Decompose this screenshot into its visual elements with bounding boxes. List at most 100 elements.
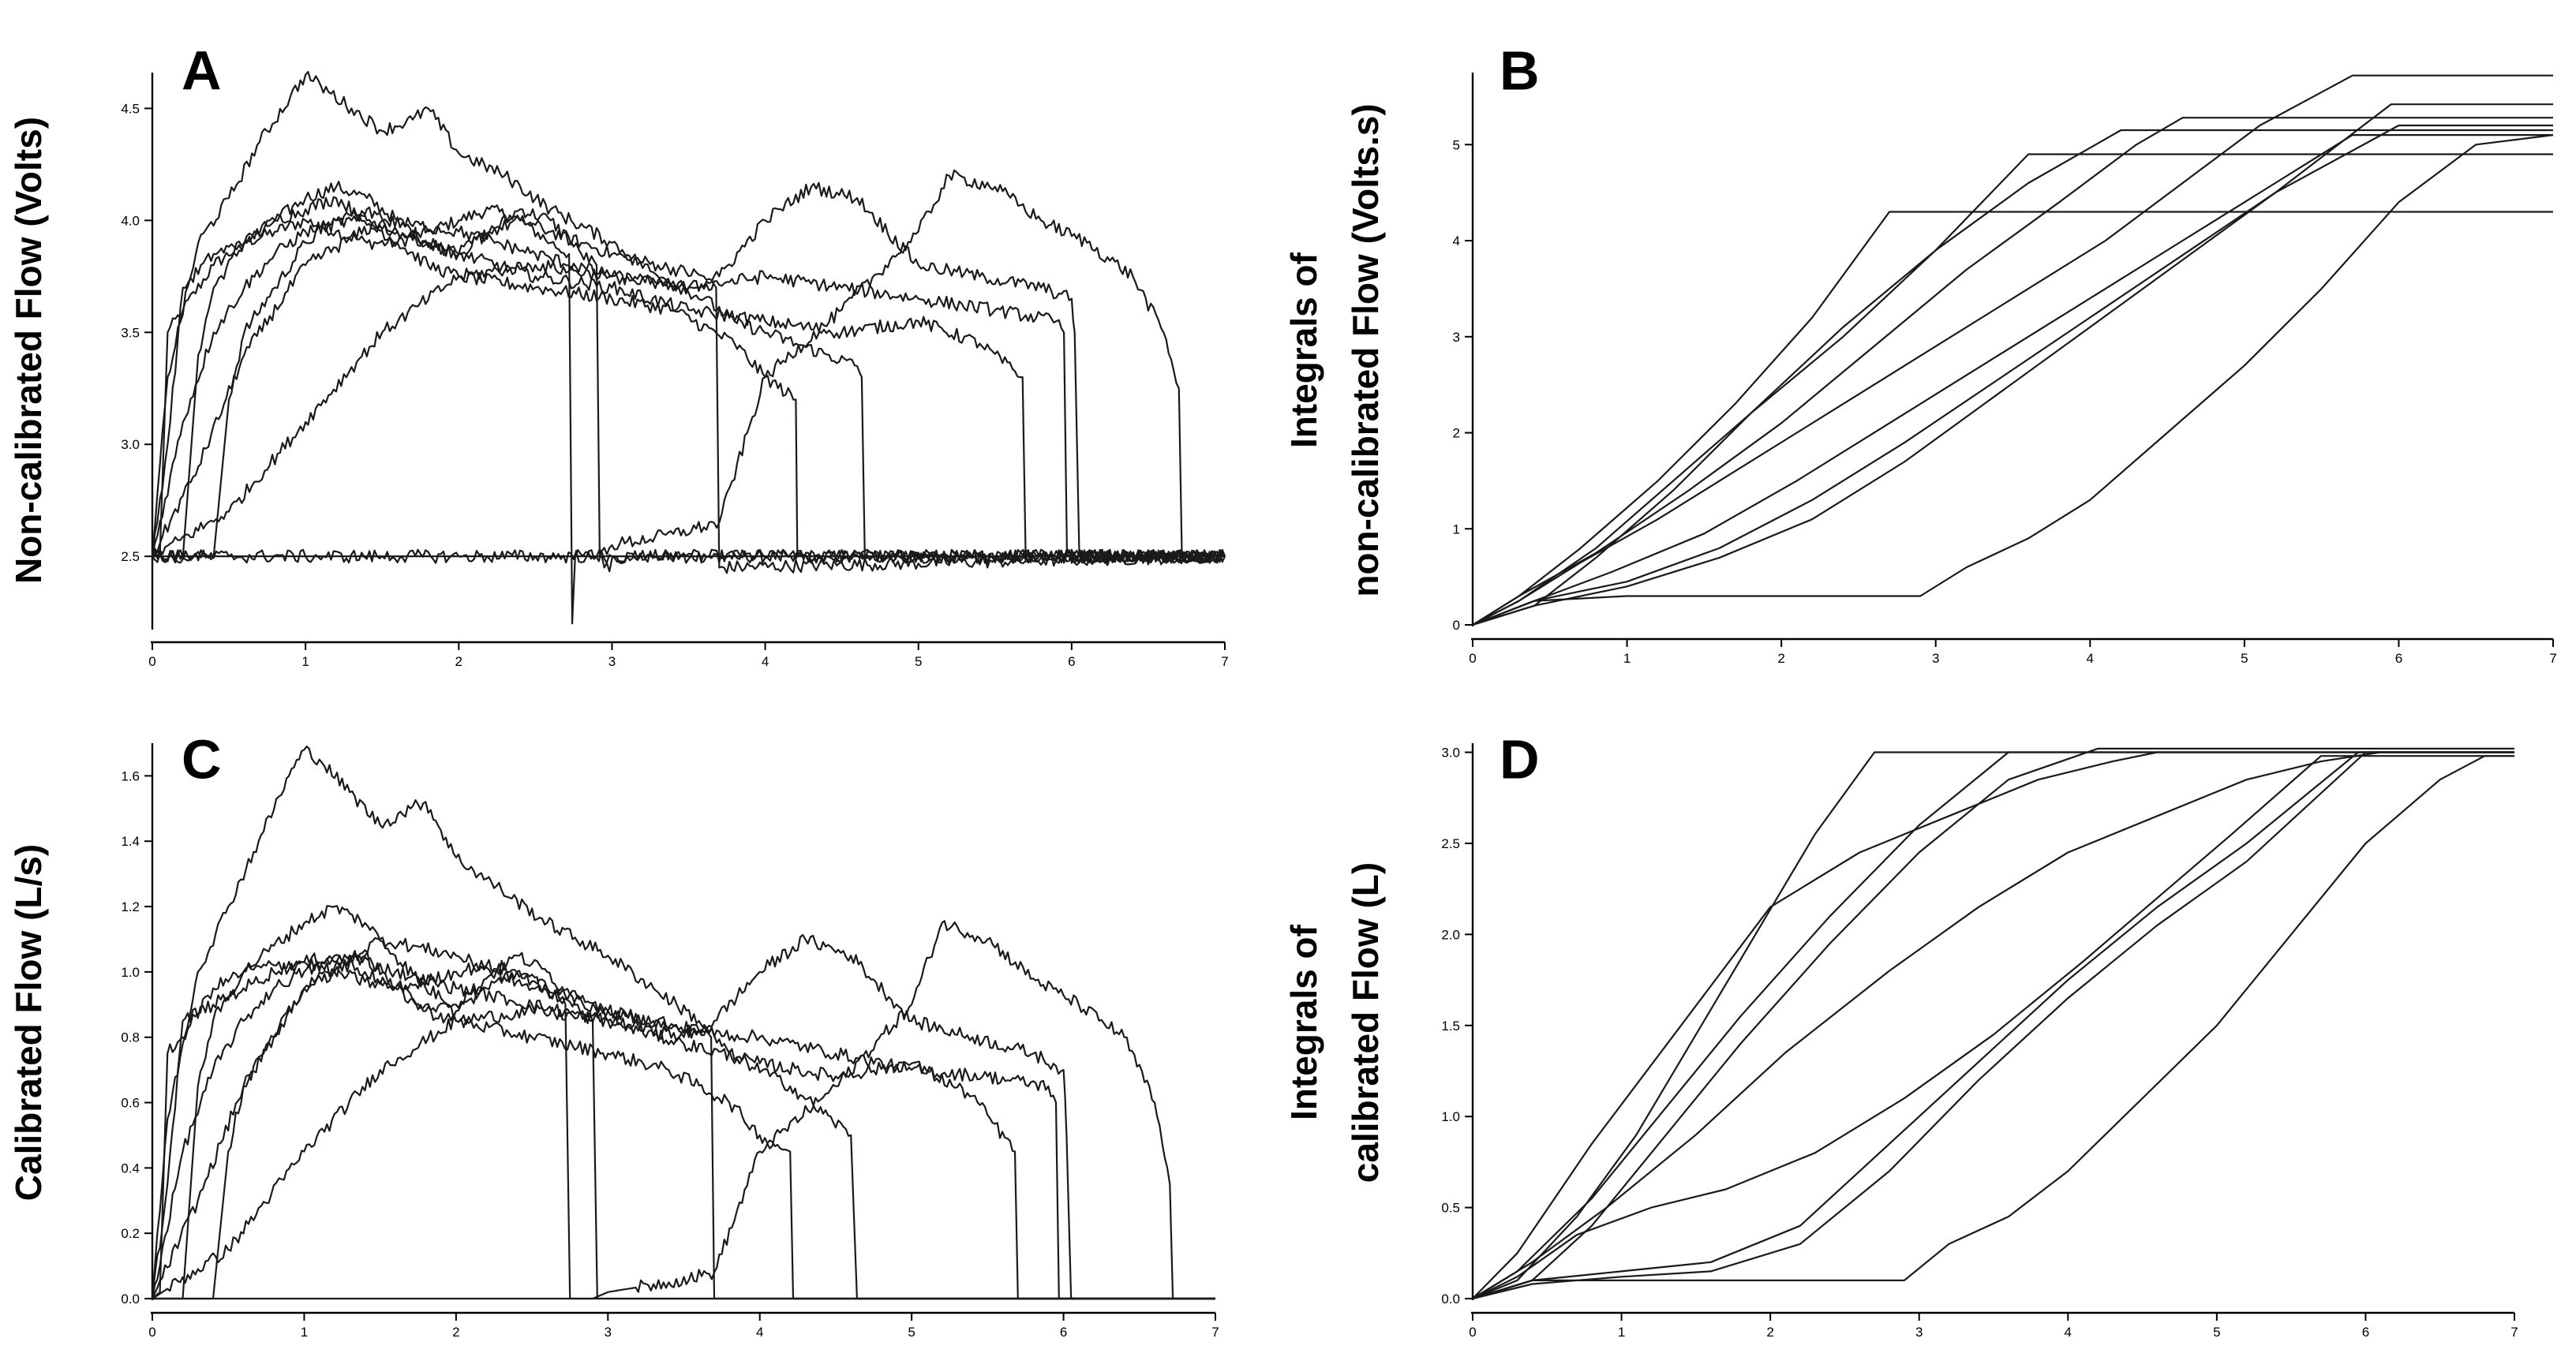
- series-line-4: [1472, 751, 2514, 1299]
- series-line-7: [1472, 751, 2514, 1300]
- x-tick-label: 2: [452, 1325, 459, 1340]
- y-tick-label: 1.6: [121, 768, 140, 783]
- series-line-9: [152, 169, 1226, 564]
- y-tick-label: 0.6: [121, 1096, 140, 1111]
- y-axis-label: Calibrated Flow (L/s): [8, 844, 49, 1201]
- y-tick-label: 0.4: [121, 1161, 140, 1176]
- y-tick-label: 0.0: [121, 1292, 140, 1307]
- series-line-5: [1472, 74, 2553, 626]
- series-line-9: [1472, 755, 2514, 1300]
- x-tick-label: 0: [148, 654, 155, 669]
- panel-letter-A: A: [182, 39, 222, 101]
- y-tick-label: 5: [1453, 137, 1460, 152]
- panel-D: D Integrals of calibrated Flow (L) 0.0 0.5 1.…: [1283, 728, 2518, 1340]
- series-line-9: [152, 920, 1215, 1300]
- x-tick-label: 2: [1766, 1325, 1773, 1340]
- x-tick-label: 7: [1211, 1325, 1219, 1340]
- x-tick-label: 5: [915, 654, 922, 669]
- series-line-6: [1472, 134, 2553, 626]
- panel-letter-B: B: [1500, 39, 1540, 101]
- x-tick-label: 1: [301, 654, 309, 669]
- y-tick-label: 0.0: [1441, 1292, 1460, 1307]
- series-line-1: [1472, 211, 2553, 626]
- y-tick-label: 0.8: [121, 1030, 140, 1045]
- x-tick-label: 3: [605, 1325, 612, 1340]
- y-tick-label: 1: [1453, 521, 1460, 536]
- x-tick-label: 1: [301, 1325, 308, 1340]
- y-tick-label: 1.0: [121, 965, 140, 980]
- y-tick-label: 4.0: [121, 213, 140, 228]
- y-tick-label: 2.0: [1441, 927, 1460, 942]
- y-tick-label: 4.5: [121, 101, 140, 116]
- series-line-6: [151, 953, 1215, 1300]
- x-tick-label: 4: [2065, 1325, 2072, 1340]
- y-axis-label-line-2: non-calibrated Flow (Volts.s): [1345, 103, 1386, 596]
- panel-A: A Non-calibrated Flow (Volts) 2.5 3.0 3.5 4.0…: [8, 39, 1229, 669]
- series-line-5: [1472, 755, 2514, 1299]
- x-tick-label: 7: [1221, 654, 1228, 669]
- x-tick-label: 4: [2087, 651, 2094, 666]
- y-tick-label: 3: [1453, 330, 1460, 345]
- y-tick-label: 1.5: [1441, 1019, 1460, 1034]
- y-tick-label: 4: [1453, 234, 1460, 249]
- panel-letter-D: D: [1500, 728, 1540, 790]
- panel-C: C Calibrated Flow (L/s) 0.0 0.2 0.4 0.6 0.8 1.0…: [8, 728, 1219, 1340]
- x-tick-label: 3: [1932, 651, 1939, 666]
- y-tick-label: 2.5: [1441, 836, 1460, 851]
- series-line-8: [152, 933, 1215, 1300]
- y-axis-label: Non-calibrated Flow (Volts): [8, 117, 49, 584]
- series-line-7: [152, 215, 1226, 564]
- x-tick-label: 1: [1618, 1325, 1625, 1340]
- y-tick-label: 3.5: [121, 325, 140, 340]
- x-tick-label: 2: [455, 654, 462, 669]
- panel-letter-C: C: [182, 728, 222, 790]
- x-tick-label: 1: [1623, 651, 1631, 666]
- series-line-3: [1472, 129, 2553, 626]
- x-tick-label: 6: [2362, 1325, 2369, 1340]
- y-tick-label: 3.0: [121, 437, 140, 452]
- x-tick-label: 5: [908, 1325, 915, 1340]
- y-axis-label-line-1: Integrals of: [1283, 252, 1324, 448]
- series-line-2: [1472, 751, 2514, 1299]
- y-tick-label: 0.5: [1441, 1201, 1460, 1216]
- y-tick-label: 3.0: [1441, 746, 1460, 761]
- x-tick-label: 7: [2510, 1325, 2518, 1340]
- y-tick-label: 2.5: [121, 549, 140, 564]
- x-tick-label: 6: [1060, 1325, 1067, 1340]
- series-line-4: [1472, 117, 2553, 626]
- series-line-3: [1472, 747, 2514, 1300]
- y-tick-label: 0: [1453, 618, 1460, 633]
- x-tick-label: 2: [1777, 651, 1784, 666]
- y-axis-label-line-1: Integrals of: [1283, 924, 1324, 1120]
- series-line-7: [152, 936, 1215, 1300]
- series-line-8: [151, 181, 1226, 564]
- x-tick-label: 6: [2395, 651, 2402, 666]
- x-tick-label: 3: [1915, 1325, 1923, 1340]
- x-tick-label: 6: [1068, 654, 1075, 669]
- series-line-4: [151, 196, 1226, 564]
- y-tick-label: 1.4: [121, 834, 140, 849]
- x-tick-label: 4: [762, 654, 769, 669]
- y-tick-label: 2: [1453, 426, 1460, 441]
- series-line-6: [151, 215, 1225, 564]
- x-tick-label: 0: [148, 1325, 155, 1340]
- y-tick-label: 1.2: [121, 899, 140, 914]
- series-line-6: [1472, 751, 2514, 1299]
- x-tick-label: 7: [2549, 651, 2556, 666]
- y-tick-label: 0.2: [121, 1226, 140, 1241]
- x-tick-label: 0: [1469, 651, 1476, 666]
- series-line-2: [1472, 153, 2553, 626]
- x-tick-label: 5: [2213, 1325, 2220, 1340]
- series-line-5: [151, 746, 1215, 1300]
- y-axis-label-line-2: calibrated Flow (L): [1345, 862, 1386, 1183]
- x-tick-label: 5: [2241, 651, 2248, 666]
- series-line-9: [1472, 134, 2554, 626]
- x-tick-label: 3: [608, 654, 616, 669]
- panel-B: B Integrals of non-calibrated Flow (Volts.…: [1283, 39, 2557, 666]
- x-tick-label: 4: [756, 1325, 763, 1340]
- series-line-8: [1472, 124, 2553, 626]
- series-line-8: [1472, 751, 2514, 1300]
- x-tick-label: 0: [1469, 1325, 1476, 1340]
- series-line-7: [1472, 103, 2553, 626]
